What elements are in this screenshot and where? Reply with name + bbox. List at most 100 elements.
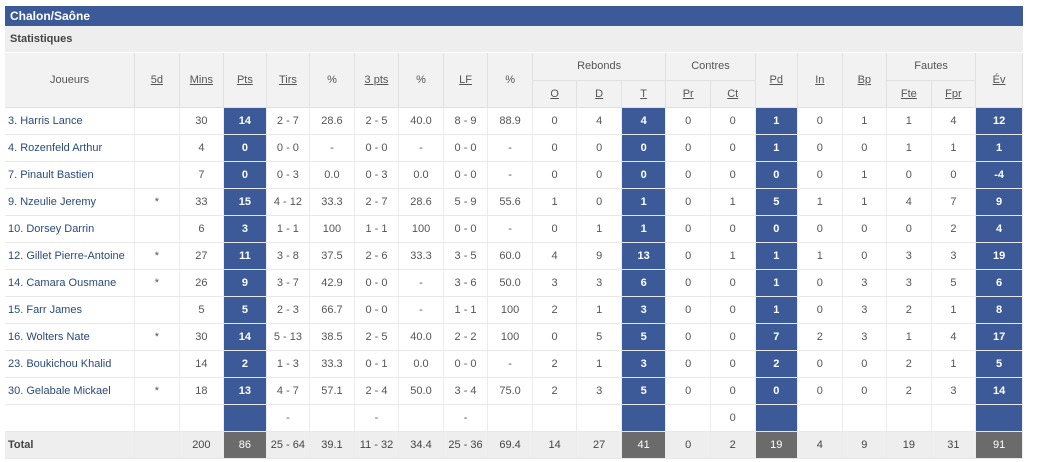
header-mins[interactable]: Mins [179, 53, 225, 108]
pct-3pts-cell: - [398, 296, 444, 324]
starter-cell: * [134, 188, 180, 216]
in-cell: 0 [797, 269, 843, 297]
contres-pr-cell: 0 [665, 350, 711, 378]
pct-tirs-cell: 66.7 [309, 296, 355, 324]
player-name-cell [5, 404, 136, 432]
in-cell: 0 [797, 215, 843, 243]
pct-3pts-cell: 40.0 [398, 323, 444, 351]
pct-3pts-cell: 28.6 [398, 188, 444, 216]
pd-cell: 7 [755, 323, 799, 351]
reb-d-cell: 27 [576, 431, 622, 459]
header-3pts[interactable]: 3 pts [354, 53, 400, 108]
contres-ct-cell: 0 [710, 161, 756, 189]
contres-pr-cell: 0 [665, 215, 711, 243]
contres-pr-cell: 0 [665, 107, 711, 135]
player-name-cell: Total [5, 431, 136, 459]
fautes-fpr-cell: 1 [931, 350, 977, 378]
header-pd[interactable]: Pd [755, 53, 799, 108]
starter-cell [134, 134, 180, 162]
in-cell: 0 [797, 134, 843, 162]
bp-cell: 3 [842, 296, 888, 324]
fautes-fte-cell: 0 [886, 161, 932, 189]
player-name-cell[interactable]: 15. Farr James [5, 296, 136, 324]
reb-o-cell: 1 [532, 188, 578, 216]
reb-t-cell: 41 [621, 431, 667, 459]
player-row: 12. Gillet Pierre-Antoine * 27 11 3 - 8 37.5 2… [5, 242, 1023, 270]
player-name-cell[interactable]: 12. Gillet Pierre-Antoine [5, 242, 136, 270]
player-name-cell[interactable]: 4. Rozenfeld Arthur [5, 134, 136, 162]
player-name-cell[interactable]: 14. Camara Ousmane [5, 269, 136, 297]
contres-ct-cell: 0 [710, 404, 756, 432]
header-reb-t[interactable]: T [621, 80, 667, 108]
lf-cell: 2 - 2 [443, 323, 489, 351]
team-title: Chalon/Saône [5, 6, 1023, 26]
contres-pr-cell: 0 [665, 269, 711, 297]
pct-tirs-cell: 28.6 [309, 107, 355, 135]
reb-d-cell: 0 [576, 188, 622, 216]
fautes-fte-cell [886, 404, 932, 432]
tirs-cell: 3 - 7 [266, 269, 311, 297]
reb-o-cell: 2 [532, 377, 578, 405]
fautes-fpr-cell: 4 [931, 107, 977, 135]
header-contres-pr[interactable]: Pr [665, 80, 711, 108]
header-lf[interactable]: LF [443, 53, 489, 108]
header-contres-ct[interactable]: Ct [710, 80, 756, 108]
player-name-cell[interactable]: 16. Wolters Nate [5, 323, 136, 351]
player-name-cell[interactable]: 30. Gelabale Mickael [5, 377, 136, 405]
tirs-cell: 4 - 12 [266, 188, 311, 216]
mins-cell: 30 [179, 107, 225, 135]
reb-t-cell: 3 [621, 296, 667, 324]
header-pts[interactable]: Pts [223, 53, 267, 108]
reb-d-cell: 5 [576, 323, 622, 351]
header-fautes-fte[interactable]: Fte [886, 80, 932, 108]
fautes-fpr-cell: 4 [931, 323, 977, 351]
pd-cell: 0 [755, 377, 799, 405]
header-reb-d[interactable]: D [576, 80, 622, 108]
header-pct-lf: % [487, 53, 533, 108]
player-name-cell[interactable]: 3. Harris Lance [5, 107, 136, 135]
pct-tirs-cell [309, 404, 355, 432]
pts-cell: 0 [223, 134, 267, 162]
3pts-cell: 2 - 7 [354, 188, 400, 216]
header-fautes-fpr[interactable]: Fpr [931, 80, 977, 108]
reb-d-cell: 0 [576, 161, 622, 189]
header-pct-tirs: % [309, 53, 355, 108]
ev-cell: -4 [975, 161, 1023, 189]
lf-cell: 0 - 0 [443, 134, 489, 162]
tirs-cell: 5 - 13 [266, 323, 311, 351]
header-tirs[interactable]: Tirs [266, 53, 311, 108]
pts-cell: 86 [223, 431, 267, 459]
pct-lf-cell: - [487, 350, 533, 378]
contres-pr-cell: 0 [665, 242, 711, 270]
pct-lf-cell: 75.0 [487, 377, 533, 405]
fautes-fpr-cell: 2 [931, 215, 977, 243]
lf-cell: 3 - 5 [443, 242, 489, 270]
reb-d-cell: 3 [576, 269, 622, 297]
starter-cell [134, 296, 180, 324]
header-5d[interactable]: 5d [134, 53, 180, 108]
player-name-cell[interactable]: 10. Dorsey Darrin [5, 215, 136, 243]
ev-cell: 14 [975, 377, 1023, 405]
reb-t-cell: 6 [621, 269, 667, 297]
header-in[interactable]: In [797, 53, 843, 108]
header-reb-o[interactable]: O [532, 80, 578, 108]
reb-t-cell: 1 [621, 215, 667, 243]
pd-cell: 1 [755, 134, 799, 162]
player-name-cell[interactable]: 23. Boukichou Khalid [5, 350, 136, 378]
tirs-cell: 1 - 3 [266, 350, 311, 378]
header-ev[interactable]: Év [975, 53, 1023, 108]
header-bp[interactable]: Bp [842, 53, 888, 108]
fautes-fte-cell: 4 [886, 188, 932, 216]
fautes-fpr-cell: 7 [931, 188, 977, 216]
pct-tirs-cell: 42.9 [309, 269, 355, 297]
reb-d-cell: 9 [576, 242, 622, 270]
player-name-cell[interactable]: 9. Nzeulie Jeremy [5, 188, 136, 216]
contres-ct-cell: 1 [710, 242, 756, 270]
pts-cell: 5 [223, 296, 267, 324]
mins-cell: 6 [179, 215, 225, 243]
pct-tirs-cell: 39.1 [309, 431, 355, 459]
tirs-cell: 2 - 7 [266, 107, 311, 135]
pct-tirs-cell: 33.3 [309, 188, 355, 216]
3pts-cell: 0 - 0 [354, 134, 400, 162]
player-name-cell[interactable]: 7. Pinault Bastien [5, 161, 136, 189]
